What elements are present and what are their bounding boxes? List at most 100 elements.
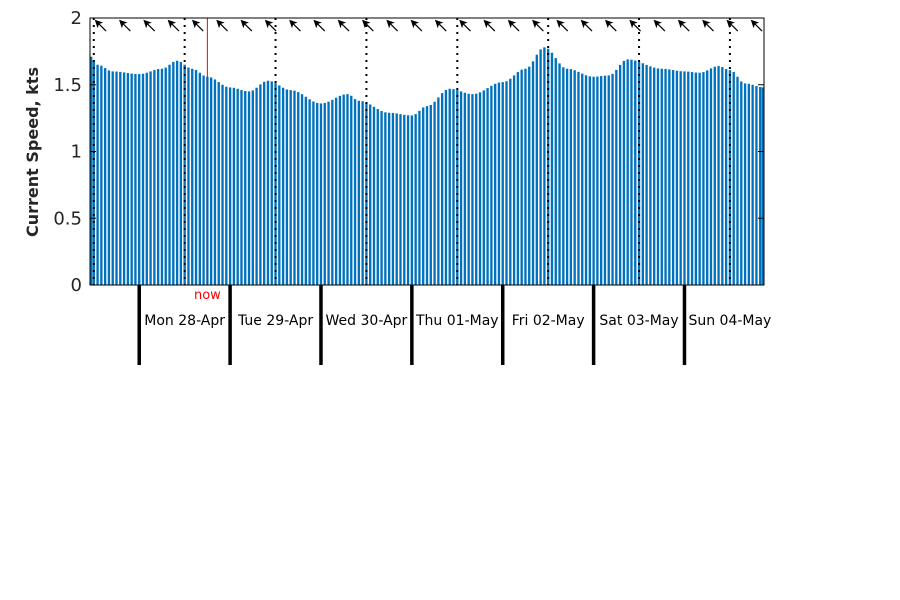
speed-bar [505,81,508,285]
speed-bar [103,68,107,285]
speed-bar [160,68,164,285]
speed-bar [217,82,220,285]
speed-bar [149,71,152,286]
speed-bar [459,91,463,286]
speed-bar [126,73,130,285]
speed-bar [675,70,679,285]
speed-bar [425,106,429,285]
speed-bar [554,58,557,285]
speed-bar [111,71,114,286]
arrow-head [386,19,395,29]
speed-bar [615,69,618,286]
speed-bar [558,63,561,285]
y-tick-label: 1 [71,142,82,163]
speed-bar [592,76,595,286]
speed-bar [266,80,270,285]
speed-bar [134,73,137,285]
arrow-head [337,19,347,29]
direction-arrow-icon [410,19,423,32]
speed-bar [107,70,111,285]
now-label: now [194,288,221,303]
speed-bar [179,61,183,285]
speed-bar [664,68,667,285]
y-tick-label: 1.5 [53,75,82,96]
speed-bar [467,93,470,286]
speed-bar [535,54,538,285]
day-label: Mon 28-Apr [144,313,225,329]
speed-bar [653,67,656,285]
speed-bar [630,59,633,285]
speed-bar [687,71,690,285]
speed-bar [153,70,156,285]
speed-bar [300,94,304,286]
speed-bar [225,86,228,285]
speed-bar [728,70,732,285]
speed-bar [145,72,148,285]
speed-bar [543,47,546,286]
speed-bar [236,88,239,285]
speed-bar [603,75,607,285]
speed-bar [384,112,387,285]
speed-bar [342,94,345,285]
speed-bar [323,102,326,285]
speed-bar [743,83,747,285]
direction-arrow-icon [264,19,277,32]
arrow-head [459,19,468,29]
speed-bar [626,59,629,285]
speed-bar [331,99,334,285]
speed-bar [198,72,201,285]
speed-bar [440,93,444,285]
speed-bar [274,83,277,285]
speed-bar [194,69,198,286]
speed-bar [399,114,402,286]
speed-bar [501,82,504,285]
speed-bar [448,88,451,285]
speed-bar [497,82,501,285]
arrow-head [264,19,274,29]
axes-frame: 0 0.5 1 1.5 2 [53,8,765,365]
speed-bar [187,67,190,285]
speed-bar [244,91,247,285]
speed-bar [278,85,281,285]
speed-bar [156,69,160,285]
speed-bar [759,87,762,285]
speed-bar [240,90,243,285]
speed-bar [422,107,425,285]
speed-bar [418,110,421,285]
speed-bar [346,94,349,285]
speed-bar [115,71,118,285]
speed-bar [531,61,535,285]
speed-bar [119,71,122,286]
speed-bar [100,65,103,285]
speed-bar [406,115,410,285]
speed-bar [391,112,395,286]
direction-arrow-icon [289,19,301,32]
speed-bar [130,73,133,285]
speed-bar [259,84,262,286]
speed-bar [509,78,512,286]
day-label: Sat 03-May [599,313,678,329]
speed-bar [297,92,300,285]
speed-bar [289,90,292,285]
speed-bar [228,87,232,285]
speed-bar [713,66,716,285]
speed-bar [747,83,751,285]
speed-bar [478,92,482,285]
speed-bar [732,72,735,286]
speed-bar [387,112,391,285]
speed-bar [660,68,663,285]
speed-bar [312,101,315,285]
speed-bar [482,90,485,285]
speed-bar [656,68,660,285]
speed-bar [490,85,493,285]
speed-bar [369,104,372,285]
y-axis-label: Current Speed, kts [23,67,42,237]
speed-bar [376,109,379,285]
speed-bar [584,75,588,285]
speed-bar [751,84,754,285]
bars-layer [90,47,764,286]
speed-bar [202,75,205,285]
speed-bar [304,96,308,285]
speed-bar [577,71,580,285]
direction-arrow-icon [434,19,447,32]
